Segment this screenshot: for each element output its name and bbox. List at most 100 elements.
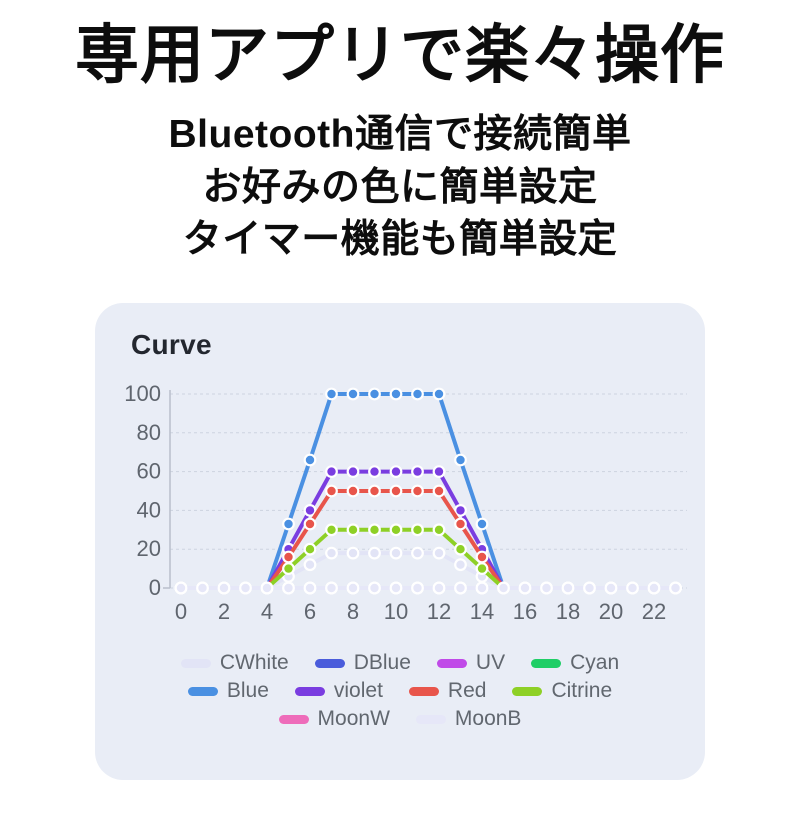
series-point-MoonB [604,581,618,595]
series-point-Blue [432,387,446,401]
series-point-MoonB [389,581,403,595]
series-point-Blue [389,387,403,401]
series-point-Red [282,550,295,564]
series-point-Blue [325,387,338,401]
series-point-Citrine [475,562,489,576]
series-point-Citrine [282,562,295,576]
legend-swatch-blue [187,686,218,696]
legend-row: MoonW MoonB [278,707,522,731]
series-point-CWhite [368,546,381,560]
legend-swatch-moonb [415,714,446,724]
x-tick-label: 2 [218,599,230,624]
series-point-Blue [303,453,317,467]
x-tick-label: 22 [642,599,666,624]
y-tick-label: 100 [124,381,161,406]
legend-row: Blue violet Red Citrine [187,679,613,703]
y-tick-label: 40 [137,497,161,522]
series-point-MoonB [368,581,381,595]
curve-chart-svg: 0 20 40 60 80 100 0 2 4 6 8 10 12 14 16 18 20 22 [124,381,687,624]
legend-label-citrine: Citrine [551,679,613,702]
y-tick-label: 80 [137,420,161,445]
subtitle-line-color: お好みの色に簡単設定 [202,165,598,209]
legend-label-cwhite: CWhite [219,651,289,674]
series-point-Blue [411,387,424,401]
series-point-Red [346,484,360,498]
series-point-violet [389,465,403,479]
series-point-Citrine [432,523,446,537]
series-point-MoonB [475,581,489,595]
x-tick-label: 6 [304,599,316,624]
series-point-MoonB [282,581,295,595]
legend-row: CWhite DBlue UV Cyan [180,651,619,675]
legend-item-uv: UV [436,651,506,675]
x-tick-label: 10 [384,599,408,624]
series-point-CWhite [432,546,446,560]
x-tick-label: 8 [347,599,359,624]
subtitle-line-timer: タイマー機能も簡単設定 [182,218,618,262]
series-point-Citrine [303,542,317,556]
legend-swatch-violet [294,686,325,696]
chart-legend: CWhite DBlue UV Cyan Blue violet Red Citrine Moo… [95,651,705,731]
legend-label-red: Red [447,679,487,702]
series-point-Citrine [325,523,338,537]
x-tick-label: 20 [599,599,623,624]
legend-label-moonw: MoonW [317,707,390,730]
legend-swatch-cwhite [180,658,211,668]
series-line-CWhite [179,551,678,590]
legend-item-cwhite: CWhite [180,651,289,675]
x-tick-label: 14 [470,599,494,624]
series-point-MoonB [217,581,231,595]
series-point-MoonB [260,581,274,595]
x-tick-label: 0 [175,599,187,624]
series-line-Red [179,489,678,590]
legend-swatch-uv [436,658,467,668]
series-point-violet [432,465,446,479]
series-point-Red [475,550,489,564]
x-tick-label: 4 [261,599,273,624]
series-point-CWhite [325,546,338,560]
series-point-MoonB [626,581,639,595]
series-point-Red [389,484,403,498]
series-point-violet [454,503,467,517]
series-point-Blue [282,517,295,531]
series-point-MoonB [454,581,467,595]
legend-item-cyan: Cyan [531,651,619,675]
legend-item-moonw: MoonW [278,707,390,731]
series-point-Red [303,517,317,531]
legend-swatch-cyan [531,658,562,668]
y-tick-label: 0 [149,575,161,600]
series-point-CWhite [346,546,360,560]
legend-item-blue: Blue [187,679,269,703]
legend-label-dblue: DBlue [353,651,411,674]
series-point-MoonB [346,581,360,595]
page-title: 専用アプリで楽々操作 [75,19,725,91]
legend-label-moonb: MoonB [454,707,522,730]
series-point-MoonB [647,581,661,595]
curve-chart-card: 0 20 40 60 80 100 0 2 4 6 8 10 12 14 16 18 20 22 Curve CW… [95,303,705,780]
series-point-CWhite [389,546,403,560]
series-point-MoonB [561,581,575,595]
series-point-CWhite [411,546,424,560]
series-point-Citrine [368,523,381,537]
series-point-MoonB [325,581,338,595]
legend-item-red: Red [408,679,487,703]
series-point-MoonB [411,581,424,595]
series-point-Blue [454,453,467,467]
series-point-Red [411,484,424,498]
series-point-Citrine [389,523,403,537]
series-point-CWhite [454,558,467,572]
series-point-Red [432,484,446,498]
legend-item-dblue: DBlue [314,651,411,675]
legend-item-moonb: MoonB [415,707,522,731]
chart-title: Curve [131,329,212,360]
series-point-violet [325,465,338,479]
series-point-Red [325,484,338,498]
series-point-Citrine [411,523,424,537]
legend-label-blue: Blue [226,679,269,702]
subtitle-line-bluetooth: Bluetooth通信で接続簡単 [168,113,632,157]
legend-swatch-moonw [278,714,309,724]
series-point-MoonB [239,581,252,595]
x-tick-label: 18 [556,599,580,624]
series-point-Citrine [454,542,467,556]
legend-label-uv: UV [475,651,506,674]
